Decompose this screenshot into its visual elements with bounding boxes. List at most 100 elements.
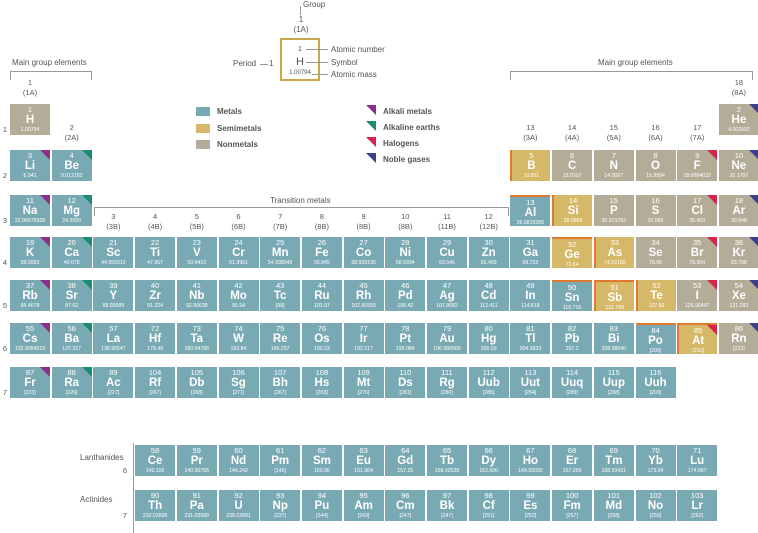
elements-zr[interactable]: 40 Zr 91.224 [135, 280, 176, 311]
elements-na[interactable]: 11 Na 22.98976928 [10, 195, 50, 226]
actinides-md[interactable]: 101 Md [258] [593, 490, 634, 521]
elements-tc[interactable]: 43 Tc [98] [260, 280, 301, 311]
elements-ar[interactable]: 18 Ar 39.948 [718, 195, 758, 226]
elements-cr[interactable]: 24 Cr 51.9961 [218, 237, 259, 268]
elements-hs[interactable]: 108 Hs [269] [301, 367, 342, 398]
elements-uuh[interactable]: 116 Uuh [293] [635, 367, 676, 398]
elements-nb[interactable]: 41 Nb 92.90638 [176, 280, 217, 311]
elements-p[interactable]: 15 P 30.973762 [593, 195, 634, 226]
elements-ge[interactable]: 32 Ge 72.64 [552, 237, 593, 268]
elements-ba[interactable]: 56 Ba 137.327 [51, 323, 92, 354]
elements-cs[interactable]: 55 Cs 132.9054519 [10, 323, 50, 354]
elements-k[interactable]: 19 K 39.0983 [10, 237, 50, 268]
elements-rg[interactable]: 111 Rg [280] [427, 367, 467, 398]
elements-cu[interactable]: 29 Cu 63.546 [427, 237, 467, 268]
elements-ta[interactable]: 73 Ta 180.94788 [176, 323, 217, 354]
elements-ru[interactable]: 44 Ru 101.07 [301, 280, 342, 311]
elements-y[interactable]: 39 Y 88.90585 [93, 280, 134, 311]
elements-ga[interactable]: 31 Ga 69.723 [510, 237, 551, 268]
elements-rf[interactable]: 104 Rf [267] [135, 367, 176, 398]
actinides-cm[interactable]: 96 Cm [247] [385, 490, 426, 521]
elements-ds[interactable]: 110 Ds [281] [385, 367, 426, 398]
elements-rh[interactable]: 45 Rh 102.90550 [343, 280, 384, 311]
actinides-am[interactable]: 95 Am [243] [343, 490, 384, 521]
elements-fe[interactable]: 26 Fe 55.845 [301, 237, 342, 268]
lanthanides-tm[interactable]: 69 Tm 168.93421 [593, 445, 634, 476]
elements-ag[interactable]: 47 Ag 107.8682 [427, 280, 467, 311]
elements-bi[interactable]: 83 Bi 208.98040 [593, 323, 634, 354]
elements-au[interactable]: 79 Au 196.966569 [427, 323, 467, 354]
elements-hg[interactable]: 80 Hg 200.59 [468, 323, 509, 354]
elements-sg[interactable]: 106 Sg [271] [218, 367, 259, 398]
elements-as[interactable]: 33 As 74.92160 [593, 237, 634, 268]
elements-ac[interactable]: 89 Ac [227] [93, 367, 134, 398]
elements-mo[interactable]: 42 Mo 95.94 [218, 280, 259, 311]
elements-se[interactable]: 34 Se 78.96 [635, 237, 676, 268]
lanthanides-eu[interactable]: 63 Eu 151.964 [343, 445, 384, 476]
elements-sb[interactable]: 51 Sb 121.760 [593, 280, 634, 311]
elements-uup[interactable]: 115 Uup [288] [593, 367, 634, 398]
elements-ir[interactable]: 77 Ir 192.217 [343, 323, 384, 354]
elements-os[interactable]: 76 Os 190.23 [301, 323, 342, 354]
elements-v[interactable]: 23 V 50.9415 [176, 237, 217, 268]
elements-db[interactable]: 105 Db [268] [176, 367, 217, 398]
actinides-no[interactable]: 102 No [259] [635, 490, 676, 521]
elements-uuq[interactable]: 114 Uuq [289] [552, 367, 593, 398]
elements-bh[interactable]: 107 Bh [267] [260, 367, 301, 398]
elements-re[interactable]: 75 Re 186.207 [260, 323, 301, 354]
elements-mn[interactable]: 25 Mn 54.938045 [260, 237, 301, 268]
actinides-fm[interactable]: 100 Fm [257] [552, 490, 593, 521]
elements-i[interactable]: 53 I 126.90447 [677, 280, 718, 311]
lanthanides-pr[interactable]: 59 Pr 140.90765 [176, 445, 217, 476]
elements-w[interactable]: 74 W 183.84 [218, 323, 259, 354]
elements-cd[interactable]: 48 Cd 112.411 [468, 280, 509, 311]
actinides-np[interactable]: 93 Np [237] [260, 490, 301, 521]
elements-be[interactable]: 4 Be 9.012182 [51, 150, 92, 181]
elements-uut[interactable]: 113 Uut [284] [510, 367, 551, 398]
elements-cl[interactable]: 17 Cl 35.453 [677, 195, 718, 226]
elements-po[interactable]: 84 Po [209] [635, 323, 676, 354]
actinides-pu[interactable]: 94 Pu [244] [301, 490, 342, 521]
elements-h[interactable]: 1 H 1.00794 [10, 104, 50, 135]
elements-s[interactable]: 16 S 32.065 [635, 195, 676, 226]
lanthanides-lu[interactable]: 71 Lu 174.967 [677, 445, 718, 476]
actinides-pa[interactable]: 91 Pa 231.03588 [176, 490, 217, 521]
elements-br[interactable]: 35 Br 79.904 [677, 237, 718, 268]
actinides-bk[interactable]: 97 Bk [247] [427, 490, 467, 521]
elements-in[interactable]: 49 In 114.818 [510, 280, 551, 311]
lanthanides-ce[interactable]: 58 Ce 140.116 [135, 445, 176, 476]
elements-ti[interactable]: 22 Ti 47.867 [135, 237, 176, 268]
elements-la[interactable]: 57 La 138.90547 [93, 323, 134, 354]
lanthanides-nd[interactable]: 60 Nd 144.242 [218, 445, 259, 476]
elements-pd[interactable]: 46 Pd 106.42 [385, 280, 426, 311]
elements-he[interactable]: 2 He 4.002602 [718, 104, 758, 135]
elements-ra[interactable]: 88 Ra [226] [51, 367, 92, 398]
elements-tl[interactable]: 81 Tl 204.3833 [510, 323, 551, 354]
lanthanides-pm[interactable]: 61 Pm [145] [260, 445, 301, 476]
lanthanides-er[interactable]: 68 Er 167.259 [552, 445, 593, 476]
elements-o[interactable]: 8 O 15.9994 [635, 150, 676, 181]
elements-f[interactable]: 9 F 18.9984032 [677, 150, 718, 181]
elements-n[interactable]: 7 N 14.0067 [593, 150, 634, 181]
elements-uub[interactable]: 112 Uub [285] [468, 367, 509, 398]
elements-mt[interactable]: 109 Mt [276] [343, 367, 384, 398]
elements-ca[interactable]: 20 Ca 40.078 [51, 237, 92, 268]
elements-c[interactable]: 6 C 12.0107 [552, 150, 593, 181]
elements-sc[interactable]: 21 Sc 44.955912 [93, 237, 134, 268]
lanthanides-dy[interactable]: 66 Dy 162.500 [468, 445, 509, 476]
elements-ni[interactable]: 28 Ni 58.6934 [385, 237, 426, 268]
lanthanides-ho[interactable]: 67 Ho 164.93032 [510, 445, 551, 476]
actinides-u[interactable]: 92 U 238.02891 [218, 490, 259, 521]
elements-xe[interactable]: 54 Xe 131.293 [718, 280, 758, 311]
elements-mg[interactable]: 12 Mg 24.3050 [51, 195, 92, 226]
actinides-cf[interactable]: 98 Cf [251] [468, 490, 509, 521]
elements-al[interactable]: 13 Al 26.9815386 [510, 195, 551, 226]
elements-zn[interactable]: 30 Zn 65.409 [468, 237, 509, 268]
elements-rn[interactable]: 86 Rn [222] [718, 323, 758, 354]
elements-si[interactable]: 14 Si 28.0855 [552, 195, 593, 226]
lanthanides-tb[interactable]: 65 Tb 158.92535 [427, 445, 467, 476]
elements-b[interactable]: 5 B 10.811 [510, 150, 551, 181]
elements-kr[interactable]: 36 Kr 83.798 [718, 237, 758, 268]
lanthanides-yb[interactable]: 70 Yb 173.04 [635, 445, 676, 476]
elements-sn[interactable]: 50 Sn 118.710 [552, 280, 593, 311]
